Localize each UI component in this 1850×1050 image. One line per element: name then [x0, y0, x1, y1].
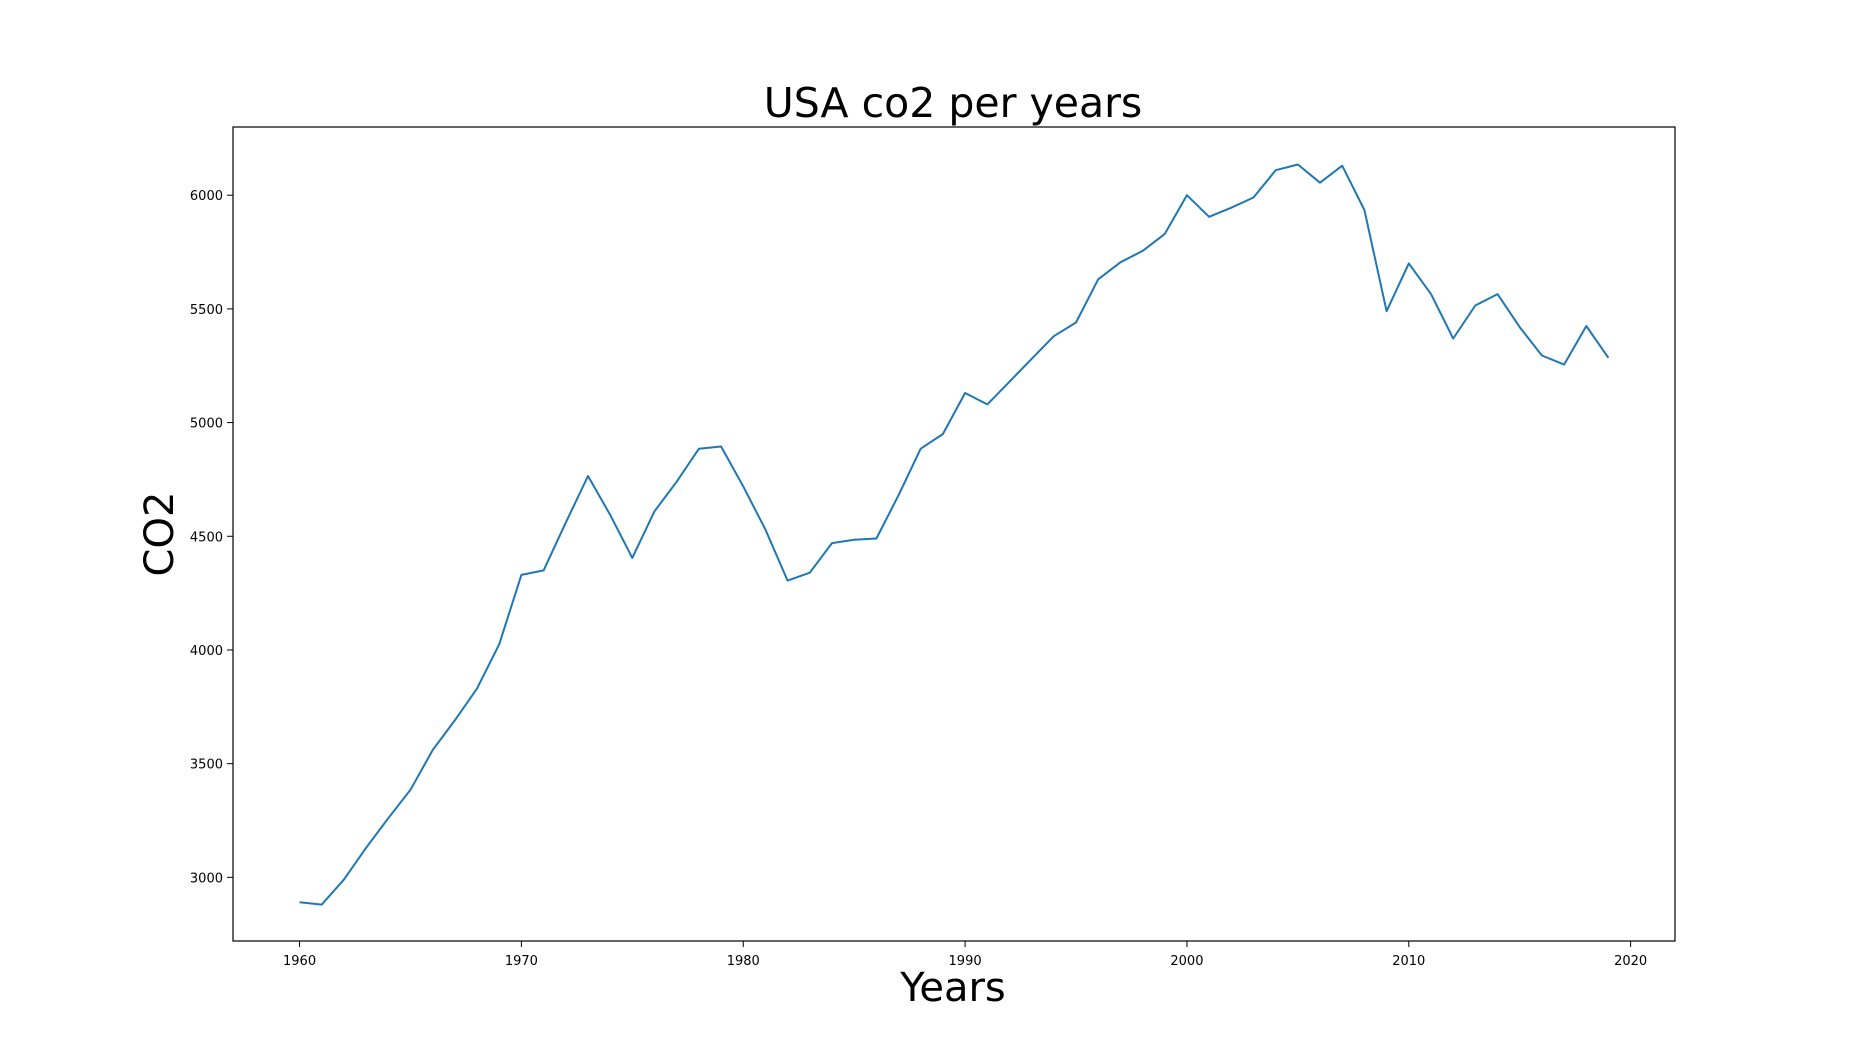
- x-tick-label: 1990: [949, 954, 982, 969]
- x-tick-label: 1980: [727, 954, 760, 969]
- y-axis: 3000 3500 4000 4500 5000 5500 6000: [190, 189, 233, 886]
- y-tick-label: 4500: [190, 530, 223, 545]
- y-tick-label: 5500: [190, 303, 223, 318]
- x-tick-label: 1960: [283, 954, 316, 969]
- y-tick-label: 4000: [190, 644, 223, 659]
- x-tick-label: 2020: [1614, 954, 1647, 969]
- y-tick-label: 5000: [190, 417, 223, 432]
- x-tick-label: 1970: [505, 954, 538, 969]
- chart-title: USA co2 per years: [764, 79, 1143, 127]
- y-tick-label: 3500: [190, 758, 223, 773]
- y-tick-label: 3000: [190, 871, 223, 886]
- co2-series-line: [299, 163, 1610, 906]
- x-axis: 1960 1970 1980 1990 2000 2010 2020: [283, 941, 1647, 969]
- y-tick-label: 6000: [190, 189, 223, 204]
- x-axis-label: Years: [899, 965, 1006, 1011]
- plot-area: [232, 126, 1676, 942]
- y-axis-label: CO2: [137, 492, 183, 577]
- x-tick-label: 2000: [1170, 954, 1203, 969]
- plot-frame: [232, 126, 1676, 942]
- x-tick-label: 2010: [1392, 954, 1425, 969]
